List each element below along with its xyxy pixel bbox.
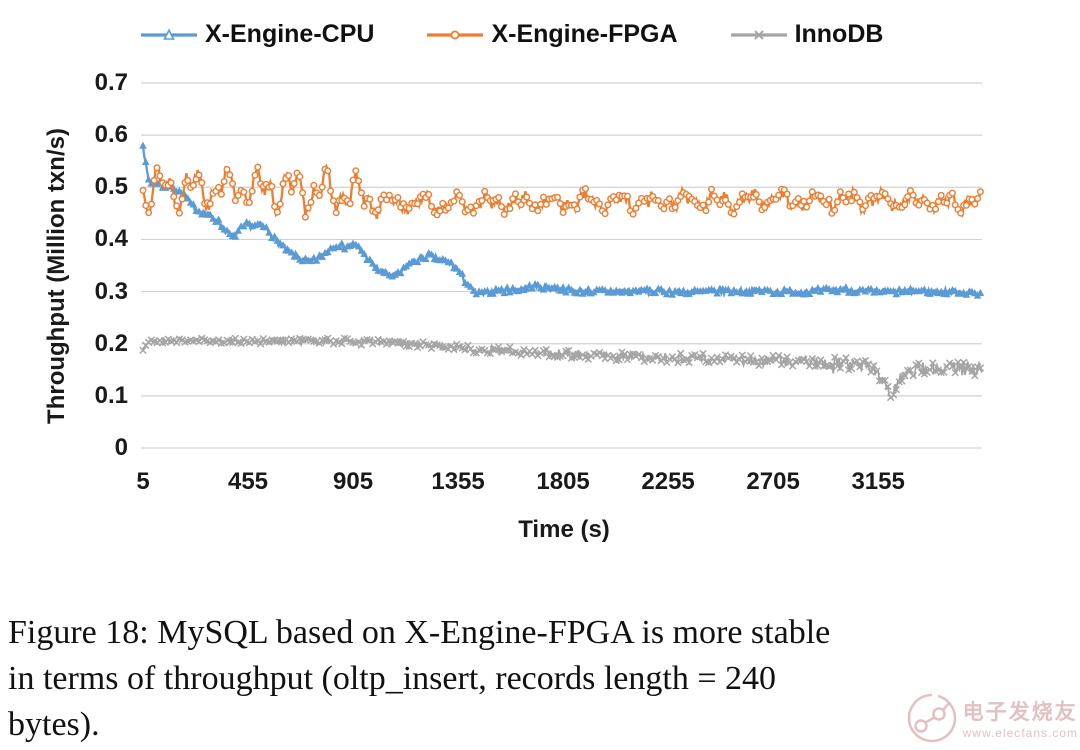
legend-item-x-engine-cpu: X-Engine-CPU bbox=[140, 20, 374, 49]
legend-item-innodb: InnoDB bbox=[730, 20, 884, 49]
x-tick-label-5: 5 bbox=[136, 468, 150, 495]
y-tick-label-0.7: 0.7 bbox=[94, 69, 128, 96]
y-axis-title: Throughput (Million txn/s) bbox=[43, 128, 70, 424]
caption-line-1: Figure 18: MySQL based on X-Engine-FPGA … bbox=[8, 614, 831, 651]
caption-line-3: bytes). bbox=[8, 706, 100, 743]
watermark-text: 电子发烧友 www.elecfans.com bbox=[963, 696, 1078, 740]
y-tick-label-0.4: 0.4 bbox=[94, 225, 128, 253]
legend-label: InnoDB bbox=[794, 20, 884, 48]
watermark-url: www.elecfans.com bbox=[962, 726, 1078, 740]
elecfans-watermark: 电子发烧友 www.elecfans.com bbox=[905, 690, 1078, 746]
legend-triangle-marker-icon bbox=[141, 27, 197, 40]
y-tick-label-0: 0 bbox=[114, 434, 128, 461]
series-innodb bbox=[139, 334, 985, 402]
y-tick-label-0.5: 0.5 bbox=[94, 173, 128, 201]
chart-legend: X-Engine-CPU X-Engine-FPGA InnoDB bbox=[140, 20, 883, 49]
x-tick-label-1355: 1355 bbox=[431, 468, 485, 495]
series-x-engine-cpu bbox=[139, 141, 985, 299]
legend-open-circle-marker-icon bbox=[427, 30, 484, 39]
x-tick-label-2705: 2705 bbox=[746, 468, 800, 495]
series-x-engine-fpga bbox=[139, 163, 984, 221]
legend-x-marker-icon bbox=[730, 29, 787, 40]
x-tick-label-455: 455 bbox=[227, 468, 269, 495]
y-tick-label-0.2: 0.2 bbox=[94, 329, 128, 357]
y-tick-label-0.3: 0.3 bbox=[94, 277, 128, 305]
caption-line-2: in terms of throughput (oltp_insert, rec… bbox=[8, 660, 776, 697]
x-tick-label-2255: 2255 bbox=[641, 468, 695, 495]
gridlines bbox=[141, 82, 982, 449]
watermark-brand: 电子发烧友 bbox=[962, 700, 1078, 724]
legend-label: X-Engine-CPU bbox=[205, 20, 375, 48]
legend-label: X-Engine-FPGA bbox=[491, 20, 678, 48]
x-axis-title: Time (s) bbox=[518, 516, 610, 543]
x-tick-label-1805: 1805 bbox=[536, 468, 590, 495]
y-tick-label-0.6: 0.6 bbox=[94, 121, 128, 149]
throughput-chart bbox=[139, 82, 985, 449]
legend-item-x-engine-fpga: X-Engine-FPGA bbox=[426, 20, 678, 49]
x-tick-label-905: 905 bbox=[333, 468, 374, 495]
y-tick-label-0.1: 0.1 bbox=[94, 381, 128, 409]
elecfans-logo-icon bbox=[907, 693, 956, 743]
figure-caption: Figure 18: MySQL based on X-Engine-FPGA … bbox=[8, 610, 1076, 748]
x-tick-label-3155: 3155 bbox=[851, 468, 905, 495]
